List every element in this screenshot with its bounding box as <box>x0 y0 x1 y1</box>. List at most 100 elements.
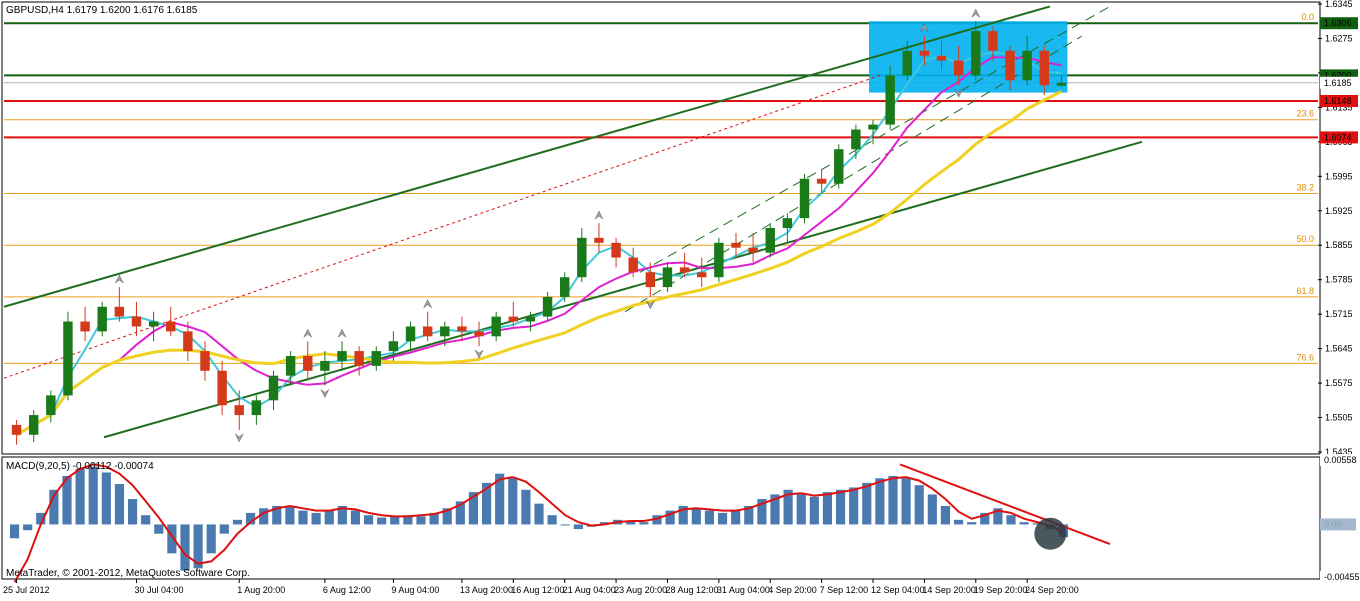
macd-bar <box>796 494 806 525</box>
candle-body <box>97 306 107 332</box>
macd-bar <box>154 524 164 534</box>
candle <box>851 124 861 160</box>
candle <box>868 119 878 145</box>
macd-bar <box>665 510 675 525</box>
candle <box>731 232 741 258</box>
candle-body <box>303 356 313 371</box>
price-tick-label: 1.6275 <box>1325 33 1353 43</box>
candle <box>234 390 244 430</box>
macd-bar <box>534 503 544 525</box>
macd-bar <box>783 489 793 525</box>
candle <box>166 306 176 337</box>
macd-bar <box>731 510 741 525</box>
macd-tick-label: 0.00558 <box>1324 455 1357 465</box>
macd-bar <box>429 512 439 525</box>
candle <box>765 223 775 258</box>
candle-body <box>799 178 810 219</box>
candle-body <box>679 267 690 273</box>
fractal-up-icon <box>337 328 347 338</box>
candle-body <box>559 277 570 297</box>
macd-bar <box>9 524 20 539</box>
copyright-text: MetaTrader, © 2001-2012, MetaQuotes Soft… <box>6 568 250 579</box>
macd-bar <box>298 510 308 525</box>
candle-body <box>114 306 125 317</box>
candle-body <box>11 424 22 435</box>
macd-bar <box>206 524 216 554</box>
time-tick-label: 1 Aug 20:00 <box>237 585 285 595</box>
candle <box>628 247 638 278</box>
price-tick-label: 1.6135 <box>1325 102 1353 112</box>
candle <box>28 410 39 443</box>
candle <box>816 168 827 194</box>
candle-body <box>936 55 947 61</box>
candle <box>457 316 467 342</box>
candle <box>422 311 433 342</box>
price-tick-label: 1.5645 <box>1325 344 1353 354</box>
candle <box>697 257 707 288</box>
candle-body <box>28 415 39 435</box>
candle <box>1022 36 1032 86</box>
candle <box>662 262 673 292</box>
price-tick-label: 1.5995 <box>1325 171 1353 181</box>
candle-body <box>988 31 998 51</box>
macd-bar <box>888 475 898 525</box>
macd-bar <box>1006 515 1016 525</box>
candle-body <box>354 351 364 366</box>
fractal-up-icon <box>920 23 929 33</box>
candle <box>251 395 262 425</box>
macd-bar <box>455 501 465 525</box>
macd-bar <box>547 515 557 525</box>
candle-body <box>285 356 296 376</box>
candle <box>559 272 570 302</box>
candle <box>388 331 399 361</box>
price-tick-label: 1.5855 <box>1325 240 1353 250</box>
candle-body <box>234 405 244 416</box>
price-tick-label: 1.5785 <box>1325 275 1353 285</box>
macd-bar <box>390 516 400 525</box>
candle-body <box>422 326 433 337</box>
candle-body <box>919 50 930 56</box>
time-tick-label: 24 Sep 20:00 <box>1025 585 1079 595</box>
candle-body <box>782 218 793 228</box>
candle <box>1039 45 1050 96</box>
macd-bar <box>324 510 334 525</box>
candle <box>1005 45 1015 91</box>
macd-bar <box>127 499 138 525</box>
price-tick-label: 1.5505 <box>1325 413 1353 423</box>
macd-bar <box>822 492 833 525</box>
macd-bar <box>521 489 531 525</box>
macd-bar <box>180 524 190 571</box>
macd-bar <box>809 496 819 525</box>
candle-body <box>46 395 56 416</box>
price-tick-label: 1.5435 <box>1325 447 1353 457</box>
candle-body <box>577 237 587 278</box>
fractal-markers <box>115 8 981 443</box>
candle <box>354 346 364 376</box>
macd-bar <box>927 494 937 525</box>
candle <box>11 420 22 445</box>
macd-bar <box>757 499 767 525</box>
macd-bar <box>481 482 492 525</box>
candle-body <box>217 370 227 406</box>
price-label-text: 1.6074 <box>1324 132 1352 142</box>
macd-tick: -0.00455 <box>1320 571 1360 583</box>
macd-bar <box>101 472 111 525</box>
candle-body <box>148 321 159 327</box>
candle-body <box>1039 50 1050 86</box>
time-tick-label: 21 Aug 04:00 <box>563 585 616 595</box>
macd-bar <box>245 512 256 525</box>
macd-panel-frame <box>1 456 1321 580</box>
macd-value-box <box>1320 518 1356 531</box>
candle <box>799 173 810 224</box>
macd-bar <box>350 510 361 525</box>
price-label-bg <box>1320 76 1358 89</box>
price-label: 1.6185 <box>1320 76 1358 89</box>
time-tick-label: 23 Aug 20:00 <box>614 585 667 595</box>
macd-bar <box>626 520 636 525</box>
time-tick-label: 31 Aug 04:00 <box>717 585 770 595</box>
candle-body <box>491 316 501 337</box>
macd-bar <box>468 492 479 525</box>
macd-axis: 0.005580.00-0.00455 <box>1320 454 1360 583</box>
candle <box>611 237 621 268</box>
